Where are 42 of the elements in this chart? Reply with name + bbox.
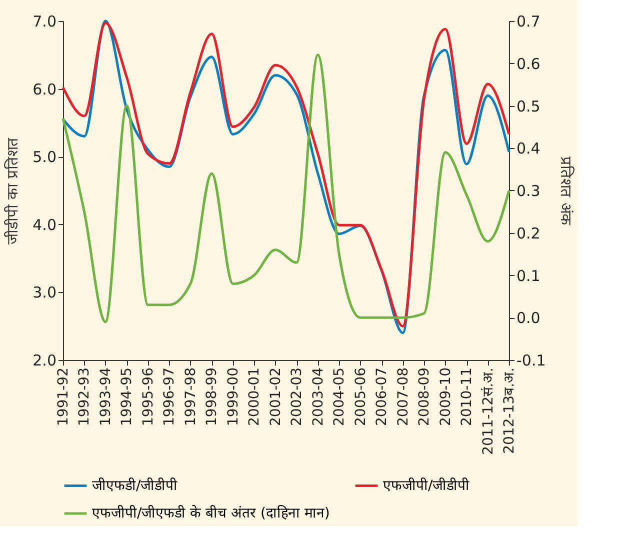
x-tick-label: 2008-09 [416,368,433,426]
y-tick-label: 4.0 [32,216,56,234]
y2-tick-label: 0.3 [516,182,540,200]
y2-tick-label: 0.4 [516,140,540,158]
x-tick-label: 1991-92 [56,368,72,426]
y2-tick-label: 0.6 [516,54,540,73]
y2-tick-label: 0.1 [516,266,540,285]
x-tick-label: 2011-12सं.अ. [480,368,496,455]
y-tick-label: 5.0 [32,148,56,166]
x-tick-label: 2010-11 [459,368,476,426]
y2-axis-title: प्रतिशत अंक [556,156,575,226]
y-tick-label: 3.0 [32,284,56,302]
y-tick-label: 2.0 [32,352,56,370]
x-tick-label: 2006-07 [374,368,390,426]
legend-label: जीएफडी/जीडीपी [92,476,178,494]
x-tick-label: 2000-01 [246,368,263,426]
x-tick-label: 2005-06 [352,367,369,426]
y2-tick-label: 0.0 [516,309,540,328]
x-tick-label: 2012-13ब.अ. [502,368,518,454]
x-tick-label: 2003-04 [310,367,326,426]
x-tick-label: 2002-03 [289,368,306,426]
x-tick-label: 1992-93 [76,368,93,426]
x-tick-label: 1998-99 [204,368,220,426]
x-tick-label: 2004-05 [332,368,348,426]
x-tick-label: 1993-94 [98,367,114,426]
x-tick-label: 1996-97 [162,368,178,426]
x-tick-label: 1999-00 [225,368,242,426]
legend-label: एफजीपी/जीडीपी [383,476,470,494]
x-tick-label: 1995-96 [140,367,156,426]
y-axis-title: जीडीपी का प्रतिशत [4,138,22,244]
legend-label: एफजीपी/जीएफडी के बीच अंतर (दाहिना मान) [92,504,330,522]
x-tick-label: 2009-10 [438,368,454,426]
y-tick-label: 6.0 [32,80,56,98]
y2-tick-label: 0.5 [516,97,540,116]
y-tick-label: 7.0 [32,12,56,30]
x-tick-label: 2001-02 [268,368,284,426]
x-tick-label: 1994-95 [119,368,136,426]
x-tick-label: 2007-08 [395,368,412,426]
y2-tick-label: -0.1 [516,352,546,370]
y2-tick-label: 0.2 [516,224,540,242]
x-tick-label: 1997-98 [182,368,199,426]
y2-tick-label: 0.7 [516,12,540,30]
